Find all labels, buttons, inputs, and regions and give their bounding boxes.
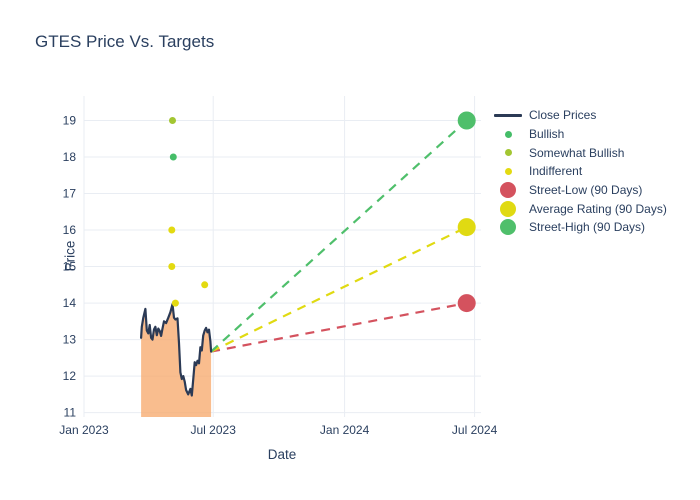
- dot-swatch-icon: [504, 149, 512, 157]
- dot-swatch-icon: [500, 200, 516, 217]
- y-tick-label: 11: [64, 406, 77, 420]
- legend-item-bullish[interactable]: Bullish: [487, 125, 667, 144]
- y-tick-label: 19: [63, 114, 77, 128]
- target-marker[interactable]: [457, 294, 476, 313]
- y-tick-label: 17: [63, 187, 77, 201]
- legend-item-somewhat-bullish[interactable]: Somewhat Bullish: [487, 143, 667, 162]
- rating-dot[interactable]: [201, 281, 209, 289]
- line-swatch-icon: [494, 114, 522, 117]
- target-projection-line: [210, 302, 467, 353]
- y-tick-label: 12: [63, 369, 77, 383]
- y-tick-label: 14: [63, 296, 77, 310]
- legend-item-average-rating[interactable]: Average Rating (90 Days): [487, 199, 667, 218]
- rating-dot[interactable]: [169, 153, 177, 161]
- y-tick-label: 15: [63, 260, 77, 274]
- target-marker[interactable]: [457, 111, 476, 130]
- legend: Close Prices Bullish Somewhat Bullish In…: [487, 106, 667, 237]
- legend-item-street-low[interactable]: Street-Low (90 Days): [487, 181, 667, 200]
- legend-label: Bullish: [529, 127, 565, 142]
- legend-label: Street-Low (90 Days): [529, 183, 643, 198]
- rating-dot[interactable]: [171, 299, 179, 307]
- rating-dot[interactable]: [168, 263, 176, 270]
- legend-item-indifferent[interactable]: Indifferent: [487, 162, 667, 181]
- rating-dot[interactable]: [169, 117, 176, 124]
- dot-swatch-icon: [504, 130, 512, 138]
- x-tick-label: Jul 2023: [191, 423, 237, 437]
- target-projection-line: [210, 226, 468, 353]
- legend-item-street-high[interactable]: Street-High (90 Days): [487, 218, 667, 237]
- x-tick-label: Jan 2024: [320, 423, 370, 437]
- target-marker[interactable]: [457, 218, 476, 237]
- legend-label: Close Prices: [529, 108, 597, 123]
- dot-swatch-icon: [500, 182, 516, 199]
- dot-swatch-icon: [500, 219, 516, 236]
- legend-label: Average Rating (90 Days): [529, 201, 667, 216]
- y-tick-label: 18: [63, 150, 77, 164]
- legend-item-close-prices[interactable]: Close Prices: [487, 106, 667, 125]
- y-axis-title: Price: [62, 240, 78, 272]
- rating-dot[interactable]: [168, 226, 176, 234]
- legend-label: Indifferent: [529, 164, 583, 179]
- y-tick-label: 13: [63, 333, 77, 347]
- x-tick-label: Jan 2023: [59, 423, 109, 437]
- y-tick-label: 16: [63, 223, 77, 237]
- chart-title: GTES Price Vs. Targets: [35, 32, 215, 51]
- x-tick-label: Jul 2024: [452, 423, 498, 437]
- legend-label: Street-High (90 Days): [529, 220, 646, 235]
- legend-label: Somewhat Bullish: [529, 145, 625, 160]
- dot-swatch-icon: [504, 167, 512, 175]
- close-price-fill: [141, 304, 212, 417]
- x-axis-title: Date: [267, 447, 297, 462]
- target-projection-line: [210, 119, 468, 353]
- close-price-line[interactable]: [140, 303, 213, 397]
